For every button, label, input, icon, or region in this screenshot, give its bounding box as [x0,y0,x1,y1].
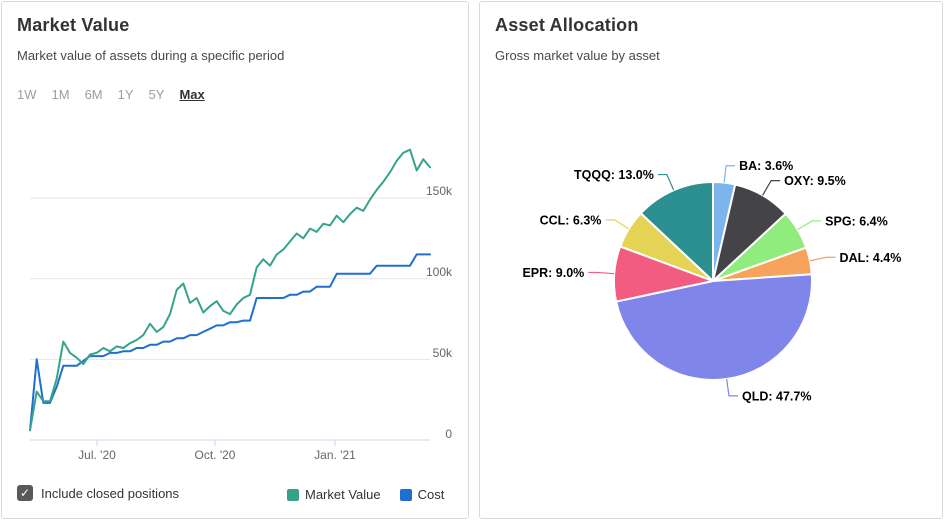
pie-label: SPG: 6.4% [825,214,888,228]
range-button-1m[interactable]: 1M [51,87,70,102]
asset-allocation-panel: Asset Allocation Gross market value by a… [479,1,943,519]
line-series-cost [29,253,431,432]
y-axis-tick: 150k [425,184,452,198]
market-value-chart [29,148,431,446]
range-button-1y[interactable]: 1Y [117,87,134,102]
pie-label-connector [809,256,836,262]
range-button-max[interactable]: Max [179,87,205,102]
pie-label-connector [657,173,675,191]
pie-label: CCL: 6.3% [540,213,602,227]
y-axis-tick: 50k [432,346,452,360]
legend-swatch-icon [399,488,412,501]
range-button-5y[interactable]: 5Y [148,87,165,102]
pie-label-connector [588,271,615,275]
checkmark-icon: ✓ [19,486,31,500]
pie-label: EPR: 9.0% [522,266,584,280]
legend-swatch-icon [287,488,299,501]
pie-label: TQQQ: 13.0% [574,168,654,182]
panel-subtitle: Market value of assets during a specific… [17,48,285,63]
pie-label-connector [726,378,738,397]
asset-allocation-pie-chart: BA: 3.6%OXY: 9.5% SPG: 6.4% DAL: 4.4% QLD: … [522,159,902,403]
pie-label: QLD: 47.7% [742,389,811,403]
panel-subtitle: Gross market value by asset [495,48,660,63]
market-value-panel: Market Value Market value of assets duri… [1,1,469,519]
legend-item-cost[interactable]: Cost [399,487,444,502]
line-series-market-value [29,148,431,432]
chart-legend: Market Value Cost [287,487,444,502]
pie-label-connector [797,220,822,231]
pie-label: OXY: 9.5% [784,174,846,188]
page-title: Asset Allocation [495,15,639,35]
include-closed-positions-checkbox[interactable]: ✓ [17,485,33,501]
include-closed-positions-row: ✓ Include closed positions [17,485,179,501]
pie-label-connector [762,180,781,196]
pie-label: BA: 3.6% [739,159,793,173]
pie-label-connector [605,219,630,230]
pie-label: DAL: 4.4% [840,251,902,265]
range-button-1w[interactable]: 1W [17,87,37,102]
x-axis-tick: Jul. '20 [78,448,116,462]
pie-slice-qld[interactable] [615,273,813,381]
checkbox-label: Include closed positions [41,485,180,501]
legend-item-market-value[interactable]: Market Value [287,487,381,502]
range-selector: 1W 1M 6M 1Y 5Y Max [17,87,205,102]
x-axis-tick: Oct. '20 [194,448,236,462]
y-axis-tick: 0 [445,427,452,441]
x-axis-tick: Jan. '21 [314,448,356,462]
page-title: Market Value [17,15,130,35]
range-button-6m[interactable]: 6M [84,87,103,102]
y-axis-tick: 100k [425,265,452,279]
pie-label-connector [723,165,736,183]
